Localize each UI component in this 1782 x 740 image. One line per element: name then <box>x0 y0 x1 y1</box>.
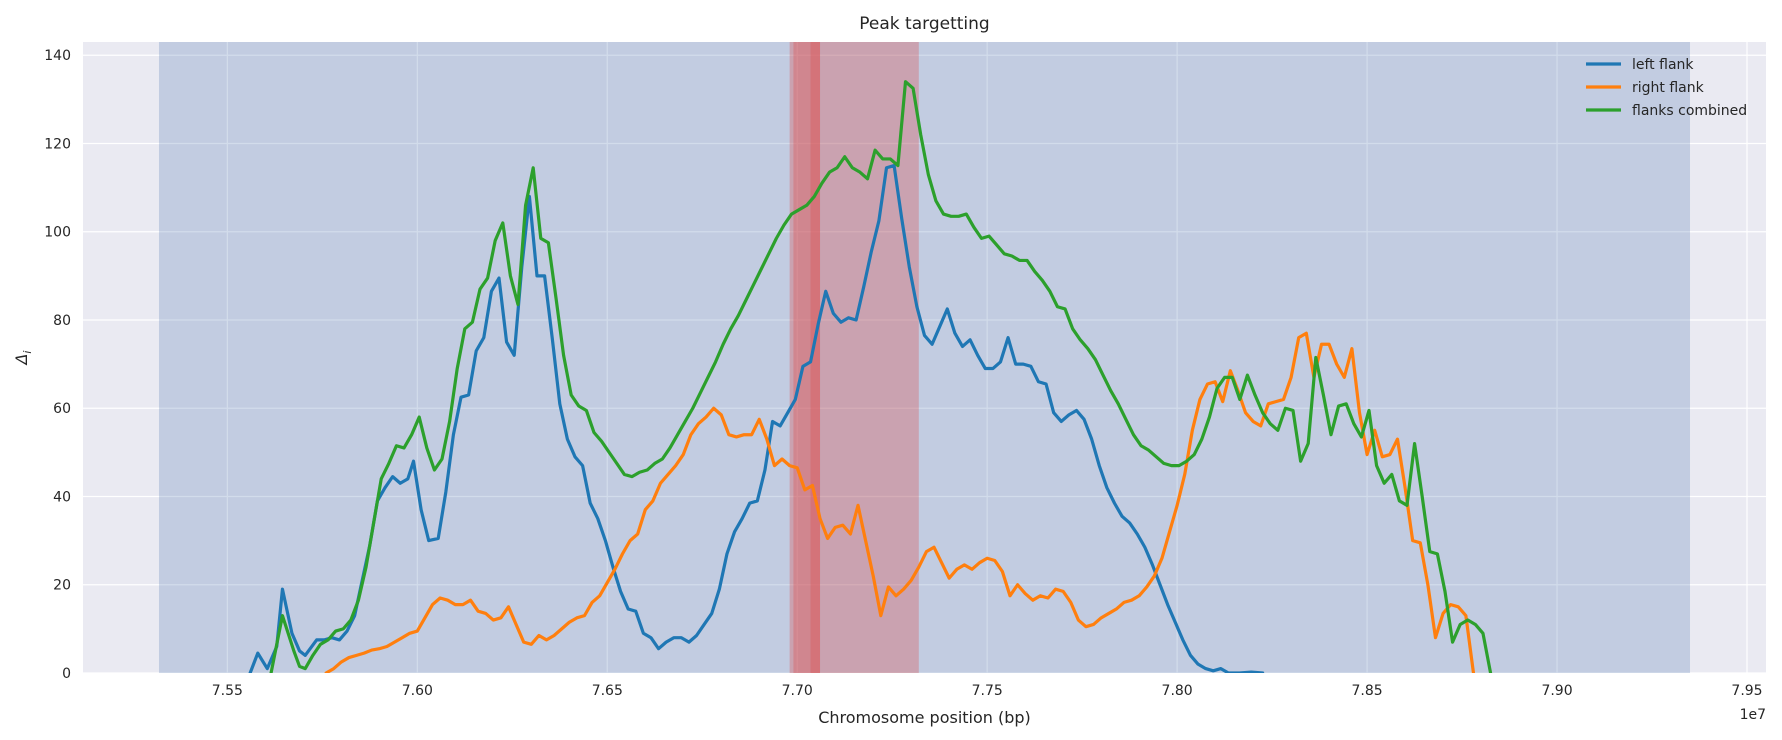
highlight-regions <box>158 42 1691 673</box>
series-line-right-flank <box>324 331 1476 673</box>
x-tick-label: 7.90 <box>1541 683 1572 699</box>
legend-label: right flank <box>1632 80 1705 96</box>
y-axis-label-symbol: Δ <box>12 354 31 367</box>
y-tick-label: 60 <box>53 401 71 417</box>
x-axis-offset-label: 1e7 <box>1740 707 1766 723</box>
series-line-left-flank <box>248 163 1265 673</box>
x-tick-label: 7.70 <box>782 683 813 699</box>
legend-label: left flank <box>1632 57 1694 73</box>
tick-labels: 7.55 7.60 7.65 7.70 7.75 7.80 7.85 7.90 7.95 0 20 4… <box>44 48 1762 699</box>
y-tick-label: 80 <box>53 313 71 329</box>
y-tick-label: 0 <box>62 666 71 682</box>
series-lines <box>248 80 1493 673</box>
legend: left flank right flank flanks combined <box>1586 57 1747 119</box>
y-tick-label: 40 <box>53 489 71 505</box>
x-tick-label: 7.85 <box>1352 683 1383 699</box>
x-tick-label: 7.75 <box>972 683 1003 699</box>
x-tick-label: 7.60 <box>402 683 433 699</box>
x-tick-label: 7.95 <box>1731 683 1762 699</box>
y-tick-label: 100 <box>44 225 71 241</box>
y-tick-label: 20 <box>53 578 71 594</box>
x-axis-label: Chromosome position (bp) <box>818 708 1031 727</box>
y-tick-label: 120 <box>44 136 71 152</box>
red-highlight-region <box>793 42 821 673</box>
y-axis-label-subscript: i <box>21 350 34 353</box>
x-tick-label: 7.65 <box>592 683 623 699</box>
red-highlight-region <box>810 42 821 673</box>
series-line-flanks-combined <box>269 80 1493 673</box>
x-tick-label: 7.55 <box>212 683 243 699</box>
blue-highlight-region <box>158 42 1691 673</box>
y-axis-label: Δi <box>12 350 34 366</box>
y-tick-label: 140 <box>44 48 71 64</box>
grid-lines <box>83 42 1766 674</box>
chart-title: Peak targetting <box>859 14 989 34</box>
legend-label: flanks combined <box>1632 103 1747 119</box>
x-tick-label: 7.80 <box>1162 683 1193 699</box>
